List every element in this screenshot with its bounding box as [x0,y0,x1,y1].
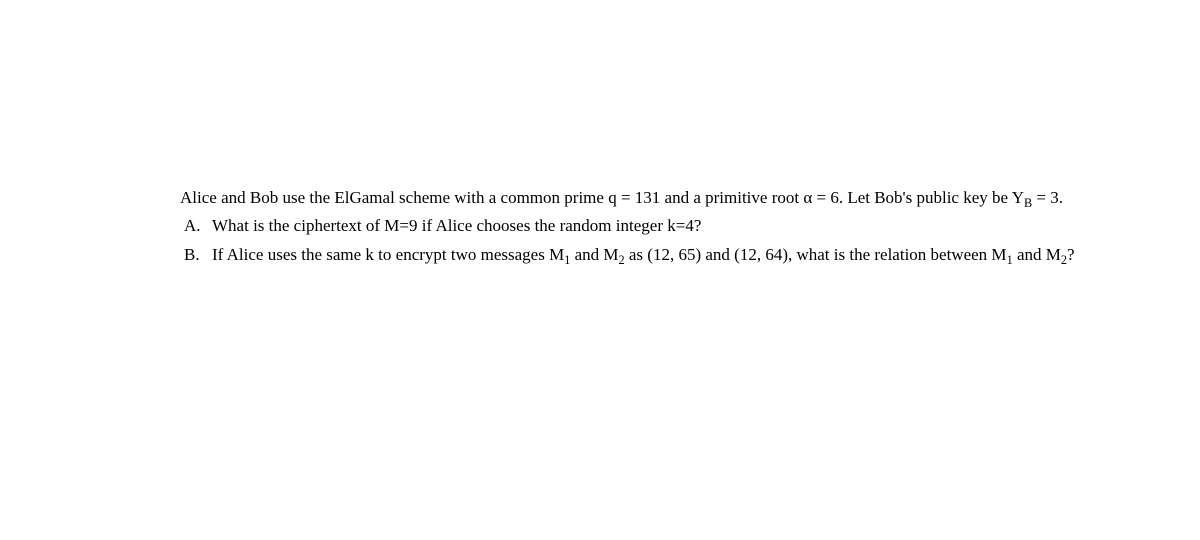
question-label: A. [180,213,212,239]
text-run: What is the ciphertext of M=9 if Alice c… [212,216,701,235]
question-label: B. [180,242,212,268]
subscript: 2 [1061,253,1067,267]
subscript: 2 [619,253,625,267]
question-item-a: A. What is the ciphertext of M=9 if Alic… [180,213,1112,239]
question-list: A. What is the ciphertext of M=9 if Alic… [180,213,1112,268]
question-text: What is the ciphertext of M=9 if Alice c… [212,213,1112,239]
text-run: and M [570,245,618,264]
intro-subscript: B [1024,196,1032,210]
text-run: If Alice uses the same k to encrypt two … [212,245,564,264]
subscript: 1 [1007,253,1013,267]
question-text: If Alice uses the same k to encrypt two … [212,242,1112,268]
intro-text-part2: = 3. [1032,188,1063,207]
problem-intro: Alice and Bob use the ElGamal scheme wit… [180,185,1112,211]
text-run: as (12, 65) and (12, 64), what is the re… [625,245,1007,264]
text-run: and M [1013,245,1061,264]
text-run: ? [1067,245,1075,264]
intro-text-part1: Alice and Bob use the ElGamal scheme wit… [180,188,1024,207]
subscript: 1 [564,253,570,267]
question-item-b: B. If Alice uses the same k to encrypt t… [180,242,1112,268]
